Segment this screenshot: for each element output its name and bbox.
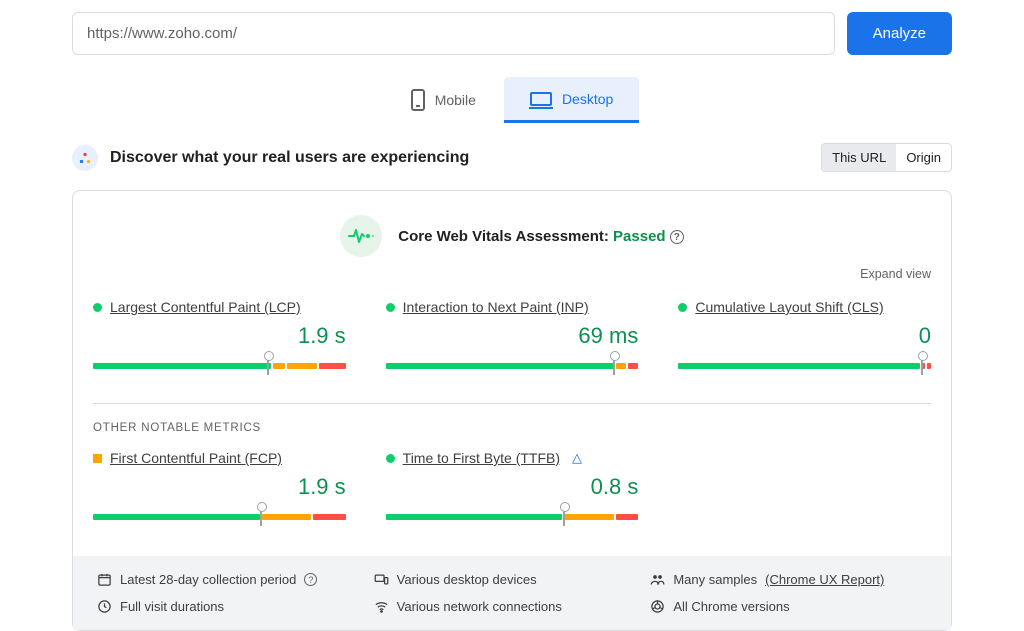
desktop-icon bbox=[530, 92, 552, 106]
status-indicator bbox=[386, 454, 395, 463]
metric: Cumulative Layout Shift (CLS) 0 bbox=[678, 299, 931, 377]
expand-view[interactable]: Expand view bbox=[93, 267, 931, 281]
section-title: Discover what your real users are experi… bbox=[110, 149, 821, 167]
metric-value: 1.9 s bbox=[93, 474, 346, 500]
url-input[interactable] bbox=[72, 12, 835, 55]
collection-meta: Latest 28-day collection period ? Variou… bbox=[73, 556, 951, 630]
crux-icon bbox=[72, 145, 98, 171]
status-indicator bbox=[93, 303, 102, 312]
analyze-button[interactable]: Analyze bbox=[847, 12, 952, 55]
other-metrics: First Contentful Paint (FCP) 1.9 s Time to… bbox=[93, 450, 931, 528]
metric-name[interactable]: Interaction to Next Paint (INP) bbox=[403, 299, 589, 315]
device-tabs: Mobile Desktop bbox=[0, 77, 1024, 123]
help-icon[interactable]: ? bbox=[670, 230, 684, 244]
cwv-prefix: Core Web Vitals Assessment: bbox=[398, 228, 613, 245]
clock-icon bbox=[97, 599, 112, 614]
metric-name[interactable]: Cumulative Layout Shift (CLS) bbox=[695, 299, 883, 315]
status-indicator bbox=[93, 454, 102, 463]
primary-metrics: Largest Contentful Paint (LCP) 1.9 s Inter… bbox=[93, 299, 931, 377]
toggle-this-url[interactable]: This URL bbox=[822, 144, 896, 171]
pulse-icon bbox=[340, 215, 382, 257]
experimental-icon: △ bbox=[572, 450, 582, 466]
meta-period: Latest 28-day collection period ? bbox=[97, 572, 374, 587]
percentile-marker bbox=[260, 506, 262, 526]
people-icon bbox=[650, 572, 665, 587]
status-indicator bbox=[678, 303, 687, 312]
metric: First Contentful Paint (FCP) 1.9 s bbox=[93, 450, 346, 528]
metric-value: 0 bbox=[678, 323, 931, 349]
distribution-bar bbox=[386, 355, 639, 377]
metric-name[interactable]: Time to First Byte (TTFB) bbox=[403, 450, 560, 466]
metric-name[interactable]: Largest Contentful Paint (LCP) bbox=[110, 299, 301, 315]
meta-samples: Many samples (Chrome UX Report) bbox=[650, 572, 927, 587]
status-indicator bbox=[386, 303, 395, 312]
metric: Time to First Byte (TTFB) △ 0.8 s bbox=[386, 450, 639, 528]
calendar-icon bbox=[97, 572, 112, 587]
tab-desktop-label: Desktop bbox=[562, 91, 613, 107]
distribution-bar bbox=[386, 506, 639, 528]
crux-report-link[interactable]: (Chrome UX Report) bbox=[765, 572, 884, 587]
chrome-icon bbox=[650, 599, 665, 614]
mobile-icon bbox=[411, 89, 425, 111]
tab-mobile[interactable]: Mobile bbox=[385, 77, 502, 123]
scope-toggle: This URL Origin bbox=[821, 143, 952, 172]
devices-icon bbox=[374, 572, 389, 587]
percentile-marker bbox=[267, 355, 269, 375]
percentile-marker bbox=[563, 506, 565, 526]
other-metrics-title: OTHER NOTABLE METRICS bbox=[93, 422, 931, 434]
tab-mobile-label: Mobile bbox=[435, 92, 476, 108]
distribution-bar bbox=[93, 355, 346, 377]
distribution-bar bbox=[93, 506, 346, 528]
meta-devices: Various desktop devices bbox=[374, 572, 651, 587]
percentile-marker bbox=[613, 355, 615, 375]
crux-panel: Core Web Vitals Assessment: Passed ? Exp… bbox=[72, 190, 952, 631]
metric-name[interactable]: First Contentful Paint (FCP) bbox=[110, 450, 282, 466]
wifi-icon bbox=[374, 599, 389, 614]
meta-network: Various network connections bbox=[374, 599, 651, 614]
metric-value: 0.8 s bbox=[386, 474, 639, 500]
cwv-status: Passed bbox=[613, 228, 666, 245]
metric-value: 1.9 s bbox=[93, 323, 346, 349]
percentile-marker bbox=[921, 355, 923, 375]
metric: Largest Contentful Paint (LCP) 1.9 s bbox=[93, 299, 346, 377]
distribution-bar bbox=[678, 355, 931, 377]
tab-desktop[interactable]: Desktop bbox=[504, 77, 639, 123]
meta-versions: All Chrome versions bbox=[650, 599, 927, 614]
toggle-origin[interactable]: Origin bbox=[896, 144, 951, 171]
help-icon[interactable]: ? bbox=[304, 573, 317, 586]
cwv-assessment: Core Web Vitals Assessment: Passed ? bbox=[398, 228, 684, 245]
metric: Interaction to Next Paint (INP) 69 ms bbox=[386, 299, 639, 377]
metric-value: 69 ms bbox=[386, 323, 639, 349]
meta-durations: Full visit durations bbox=[97, 599, 374, 614]
